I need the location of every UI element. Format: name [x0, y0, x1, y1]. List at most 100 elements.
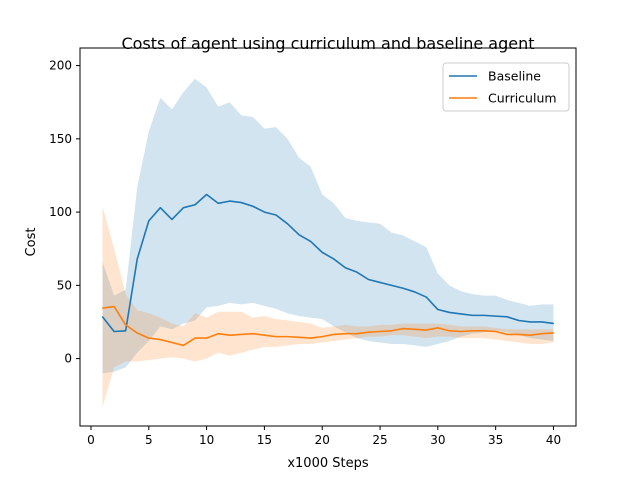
baseline-point [321, 251, 323, 253]
curriculum-point [229, 334, 231, 336]
baseline-point [448, 311, 450, 314]
baseline-point [425, 296, 427, 298]
baseline-point [379, 281, 381, 284]
baseline-point [414, 291, 416, 293]
chart-title: Costs of agent using curriculum and base… [121, 34, 534, 53]
x-axis-ticks: 0 5 10 15 20 25 30 35 40 [87, 426, 561, 447]
curriculum-point [506, 333, 508, 336]
baseline-point [344, 267, 346, 269]
baseline-point [333, 258, 335, 260]
y-tick-label: 150 [49, 132, 72, 146]
curriculum-point [495, 330, 497, 333]
curriculum-point [437, 327, 439, 329]
curriculum-point [298, 336, 300, 338]
baseline-point [182, 207, 185, 209]
y-tick-label: 200 [49, 59, 72, 73]
x-tick-label: 25 [372, 433, 387, 447]
curriculum-point [263, 334, 266, 336]
baseline-point [148, 220, 150, 222]
curriculum-point [425, 329, 427, 331]
baseline-point [495, 315, 497, 317]
x-tick-label: 30 [430, 433, 445, 447]
legend-box [442, 62, 570, 112]
baseline-point [506, 316, 508, 318]
baseline-point [356, 271, 358, 273]
curriculum-point [252, 333, 254, 335]
baseline-point [101, 316, 104, 318]
curriculum-point [206, 337, 208, 339]
curriculum-point [379, 330, 381, 333]
curriculum-point [113, 305, 115, 308]
curriculum-point [541, 333, 543, 335]
baseline-point [206, 193, 208, 196]
curriculum-point [471, 330, 474, 332]
x-tick-label: 40 [546, 433, 561, 447]
baseline-point [483, 314, 485, 316]
y-axis-label: Cost [24, 228, 39, 257]
curriculum-point [402, 327, 404, 330]
x-tick-label: 20 [315, 433, 330, 447]
baseline-point [552, 322, 555, 325]
baseline-point [541, 321, 543, 323]
legend: Baseline Curriculum [442, 62, 570, 112]
baseline-point [252, 205, 254, 207]
baseline-point [159, 207, 161, 209]
curriculum-point [390, 330, 393, 332]
baseline-point [437, 308, 439, 311]
curriculum-point [136, 332, 138, 334]
curriculum-point [182, 344, 185, 347]
baseline-point [113, 330, 115, 333]
x-axis-label: x1000 Steps [287, 456, 369, 471]
x-tick-label: 15 [257, 433, 272, 447]
baseline-line [101, 193, 554, 333]
baseline-point [367, 278, 370, 281]
baseline-point [217, 202, 219, 204]
y-tick-label: 100 [49, 205, 72, 219]
baseline-point [229, 200, 231, 202]
curriculum-point [518, 333, 520, 336]
curriculum-point [275, 336, 277, 338]
baseline-point [402, 287, 404, 289]
baseline-point [136, 258, 138, 260]
baseline-point [518, 319, 520, 322]
curriculum-point [529, 334, 531, 336]
curriculum-point [483, 330, 485, 332]
baseline-point [125, 330, 127, 332]
curriculum-point [321, 336, 323, 338]
curriculum-point [286, 336, 289, 338]
x-tick-label: 5 [145, 433, 153, 447]
baseline-point [171, 218, 173, 221]
baseline-point [310, 240, 312, 242]
baseline-band [102, 78, 554, 374]
baseline-point [471, 314, 474, 316]
curriculum-line [102, 305, 554, 347]
baseline-point [275, 214, 277, 216]
curriculum-point [356, 333, 358, 335]
y-tick-label: 0 [64, 352, 72, 366]
curriculum-point [148, 337, 150, 339]
baseline-point [263, 211, 266, 213]
curriculum-point [310, 337, 312, 339]
curriculum-point [217, 333, 219, 335]
curriculum-point [171, 341, 173, 344]
baseline-point [390, 284, 393, 286]
confidence-bands [102, 78, 554, 407]
curriculum-point [448, 330, 450, 332]
curriculum-point [414, 328, 416, 330]
x-tick-label: 35 [488, 433, 503, 447]
baseline-legend-label: Baseline [488, 69, 541, 84]
baseline-point [240, 201, 242, 204]
baseline-point [298, 234, 300, 236]
curriculum-point [194, 337, 196, 339]
curriculum-point [159, 338, 161, 341]
curriculum-point [460, 330, 462, 333]
curriculum-point [367, 331, 370, 333]
y-tick-label: 50 [57, 278, 72, 292]
x-tick-label: 0 [87, 433, 95, 447]
curriculum-point [344, 333, 346, 335]
baseline-point [286, 223, 289, 225]
series-lines [101, 193, 555, 347]
curriculum-point [125, 324, 127, 326]
plot-frame [79, 47, 577, 427]
curriculum-point [552, 332, 555, 334]
